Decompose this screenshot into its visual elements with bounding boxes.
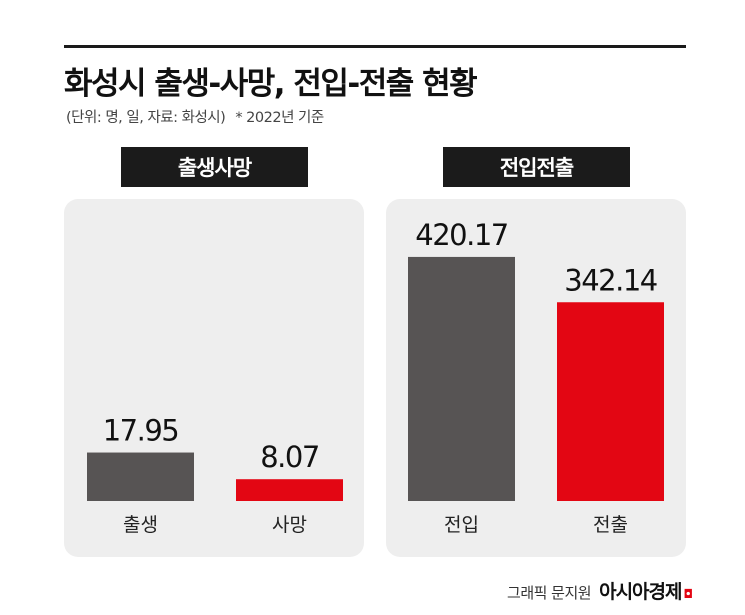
unit-source-text: (단위: 명, 일, 자료: 화성시) bbox=[66, 110, 226, 126]
birth-death-category-label-2: 사망 bbox=[272, 514, 307, 536]
move-in-out-bar-1 bbox=[408, 256, 515, 501]
move-in-out-value-label-2: 342.14 bbox=[564, 263, 657, 297]
top-rule bbox=[64, 45, 686, 48]
birth-death-bar-2 bbox=[236, 479, 343, 501]
logo-mark-icon: ◘ bbox=[683, 587, 694, 601]
birth-death-category-label-1: 출생 bbox=[123, 514, 158, 536]
move-in-out-category-label-1: 전입 bbox=[444, 514, 479, 536]
move-in-out-bar-2 bbox=[557, 302, 664, 501]
page-title: 화성시 출생-사망, 전입-전출 현황 bbox=[64, 66, 478, 102]
credit-text: 그래픽 문지원 bbox=[507, 584, 592, 602]
credit: 그래픽 문지원 아시아경제 ◘ bbox=[507, 577, 693, 604]
birth-death-value-label-1: 17.95 bbox=[103, 414, 179, 448]
subtitle: (단위: 명, 일, 자료: 화성시) * 2022년 기준 bbox=[66, 106, 324, 127]
birth-death-bar-1 bbox=[87, 452, 194, 501]
header-birth-death: 출생사망 bbox=[121, 147, 308, 187]
publisher-logo: 아시아경제 bbox=[599, 581, 682, 603]
move-in-out-value-label-1: 420.17 bbox=[415, 218, 507, 252]
year-note: * 2022년 기준 bbox=[235, 110, 324, 126]
birth-death-value-label-2: 8.07 bbox=[260, 440, 319, 474]
header-move-in-out: 전입전출 bbox=[443, 147, 630, 187]
move-in-out-category-label-2: 전출 bbox=[593, 514, 628, 536]
